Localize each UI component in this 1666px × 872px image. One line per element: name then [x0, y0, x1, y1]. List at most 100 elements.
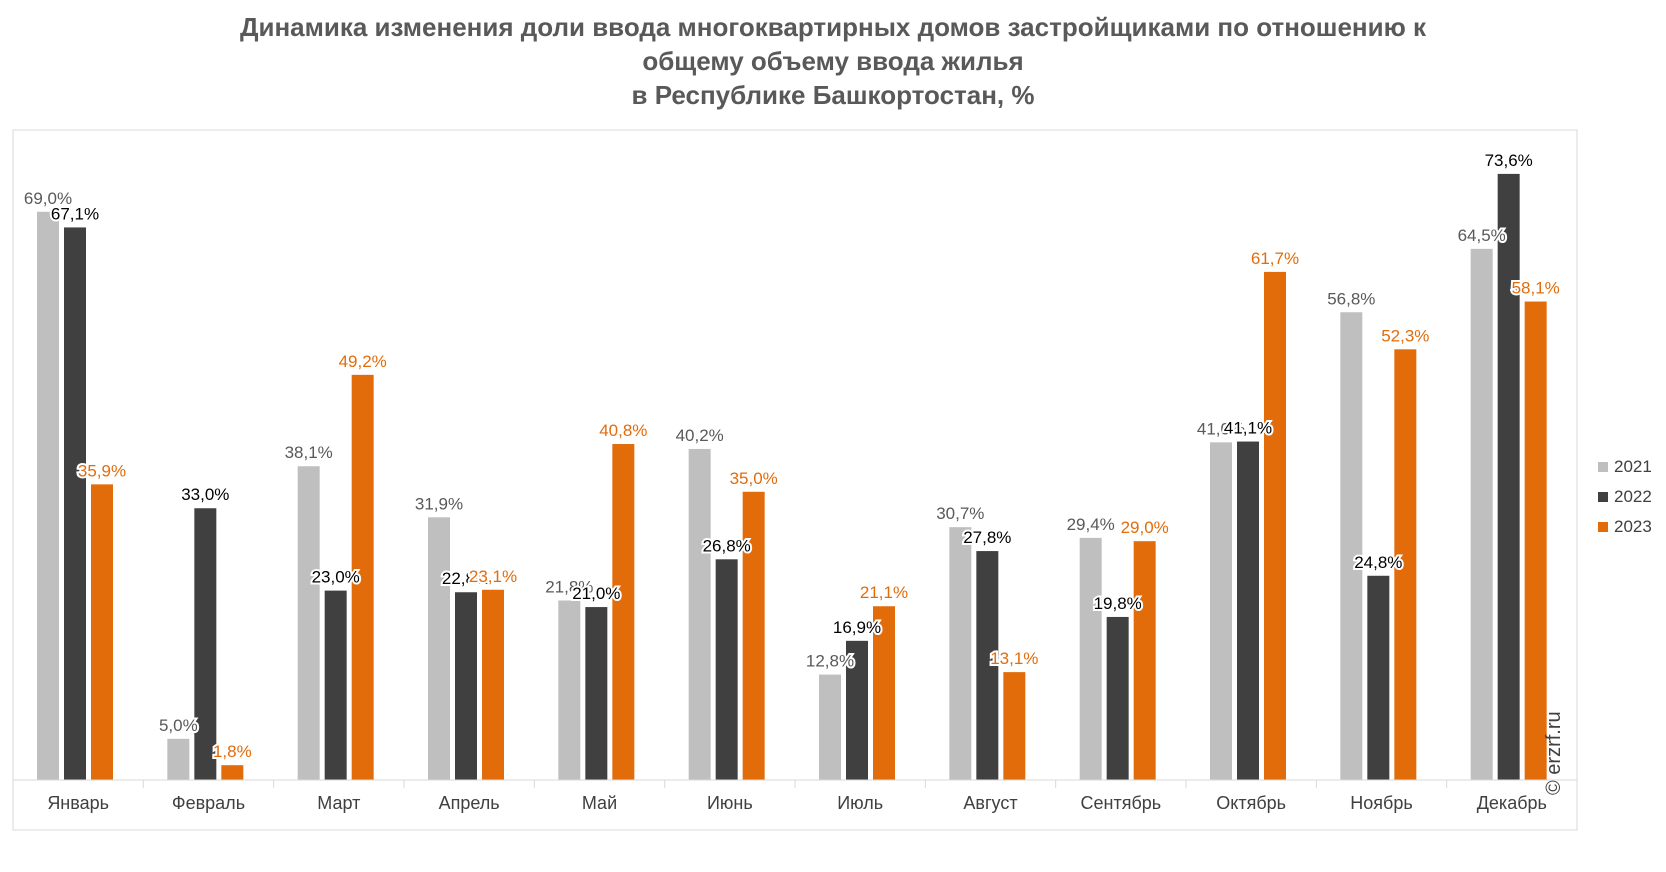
bar-2023	[1394, 349, 1417, 780]
data-label-2022: 27,8%	[963, 528, 1011, 547]
legend-label-2023: 2023	[1614, 517, 1652, 536]
data-label-2023: 61,7%	[1251, 249, 1299, 268]
data-label-2021: 31,9%	[415, 494, 463, 513]
x-tick-label: Ноябрь	[1350, 793, 1412, 813]
data-label-2023: 23,1%	[469, 567, 517, 586]
data-label-2022: 22,8%	[442, 569, 490, 588]
x-tick-label: Декабрь	[1477, 793, 1547, 813]
legend-item-2022: 2022	[1598, 482, 1652, 512]
bar-2023	[873, 606, 895, 780]
bar-2021	[949, 527, 972, 780]
data-label-2021: 40,2%	[676, 426, 724, 445]
data-label-2022: 67,1%	[51, 204, 99, 223]
bar-2022	[1367, 575, 1390, 780]
data-label-2023: 35,9%	[78, 461, 126, 480]
legend-label-2021: 2021	[1614, 457, 1652, 476]
x-tick-label: Февраль	[172, 793, 245, 813]
data-label-2021: 29,4%	[1067, 515, 1115, 534]
bar-2021	[1210, 442, 1232, 780]
data-label-2022: 16,9%	[833, 618, 881, 637]
data-label-2023: 35,0%	[730, 469, 778, 488]
data-label-2023: 58,1%	[1512, 279, 1560, 298]
data-label-2023: 40,8%	[599, 421, 647, 440]
data-label-2021: 41,0%	[1197, 419, 1245, 438]
bar-2022	[1106, 616, 1129, 780]
data-label-2023: 13,1%	[990, 649, 1038, 668]
bar-2021	[1340, 312, 1363, 780]
legend: 2021 2022 2023	[1598, 452, 1652, 542]
bar-2021	[37, 211, 59, 780]
bar-2023	[1524, 301, 1547, 780]
bar-2022	[455, 592, 477, 780]
data-label-2023: 29,0%	[1121, 518, 1169, 537]
x-tick-label: Май	[582, 793, 617, 813]
bar-2023	[482, 589, 504, 780]
x-tick-label: Март	[317, 793, 360, 813]
bar-2023	[742, 491, 765, 780]
bar-2021	[1079, 537, 1102, 780]
bar-2021	[558, 600, 581, 780]
data-label-2021: 21,8%	[545, 577, 593, 596]
bar-2023	[1264, 271, 1286, 780]
data-label-2022: 73,6%	[1485, 151, 1533, 170]
data-label-2021: 69,0%	[24, 189, 72, 208]
copyright-watermark: © erzrf.ru	[1543, 711, 1565, 795]
bar-2023	[351, 374, 374, 780]
bar-2022	[846, 640, 868, 780]
x-tick-label: Июнь	[707, 793, 753, 813]
chart-title-line-2: общему объему ввода жилья	[642, 46, 1024, 76]
bar-2023	[91, 484, 113, 780]
legend-label-2022: 2022	[1614, 487, 1652, 506]
data-label-2021: 38,1%	[285, 443, 333, 462]
bar-2023	[1003, 672, 1026, 780]
bar-2021	[428, 517, 450, 780]
x-tick-label: Апрель	[439, 793, 500, 813]
x-tick-label: Август	[963, 793, 1017, 813]
x-tick-label: Январь	[47, 793, 109, 813]
bar-2022	[194, 508, 217, 780]
x-tick-label: Сентябрь	[1081, 793, 1162, 813]
bar-2022	[324, 590, 347, 780]
data-label-2023: 21,1%	[860, 583, 908, 602]
bar-2023	[1133, 541, 1156, 780]
plot-frame	[12, 129, 1578, 831]
bar-2021	[688, 448, 711, 780]
bar-2022	[715, 559, 738, 780]
bar-2021	[297, 466, 320, 780]
data-label-2022: 26,8%	[703, 536, 751, 555]
data-label-2023: 49,2%	[339, 352, 387, 371]
bar-2022	[64, 227, 86, 780]
data-label-2021: 64,5%	[1458, 226, 1506, 245]
data-label-2022: 33,0%	[181, 485, 229, 504]
x-tick-label: Октябрь	[1216, 793, 1286, 813]
chart-title-line-1: Динамика изменения доли ввода многокварт…	[239, 12, 1427, 42]
bar-2022	[1237, 441, 1259, 780]
bar-2021	[167, 738, 190, 780]
data-label-2021: 12,8%	[806, 652, 854, 671]
data-label-2021: 56,8%	[1327, 289, 1375, 308]
legend-swatch-2022	[1598, 492, 1608, 502]
legend-swatch-2023	[1598, 522, 1608, 532]
legend-item-2021: 2021	[1598, 452, 1652, 482]
bar-2022	[1497, 173, 1520, 781]
data-label-2022: 19,8%	[1094, 594, 1142, 613]
data-label-2022: 21,0%	[572, 584, 620, 603]
x-tick-label: Июль	[837, 793, 883, 813]
bar-2021	[819, 674, 841, 780]
bar-2022	[585, 607, 608, 780]
bar-2023	[612, 444, 635, 780]
data-label-2022: 41,1%	[1224, 419, 1272, 438]
x-axis: Январь Февраль Март Апрель Май Июнь Июль Август…	[13, 779, 1577, 813]
data-label-2022: 24,8%	[1354, 553, 1402, 572]
data-label-2021: 5,0%	[159, 716, 198, 735]
data-label-2022: 23,0%	[312, 568, 360, 587]
bar-2021	[1470, 248, 1493, 780]
legend-swatch-2021	[1598, 462, 1608, 472]
data-label-2021: 30,7%	[936, 504, 984, 523]
chart-title-line-3: в Республике Башкортостан, %	[631, 80, 1035, 110]
bars-layer	[37, 173, 1547, 781]
bar-2023	[221, 765, 244, 780]
legend-item-2023: 2023	[1598, 512, 1652, 542]
chart-title: Динамика изменения доли ввода многокварт…	[0, 10, 1666, 112]
